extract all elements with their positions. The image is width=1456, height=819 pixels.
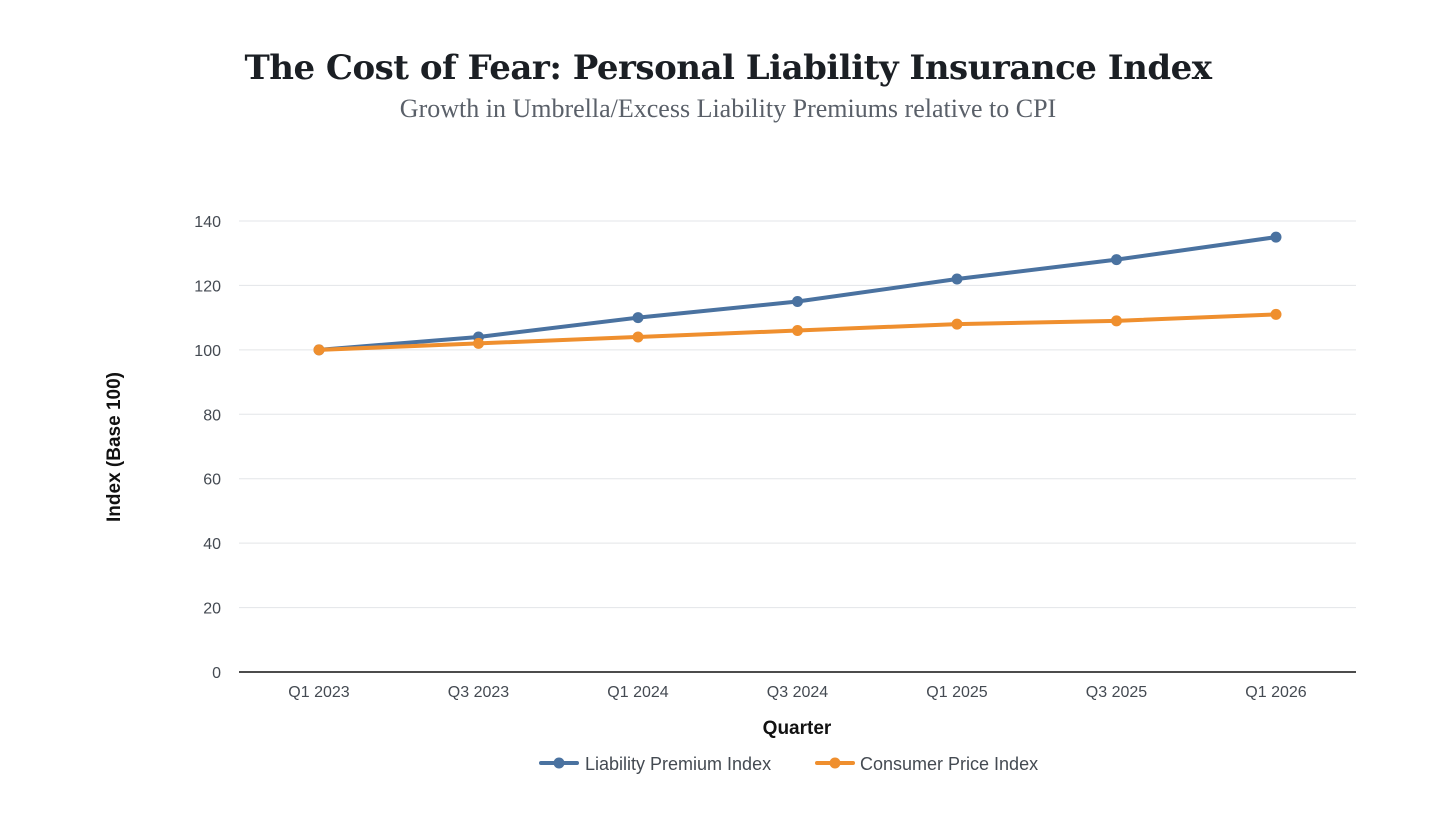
- legend-swatch-marker: [553, 757, 565, 769]
- x-tick-label: Q3 2025: [1086, 684, 1147, 701]
- y-tick-label: 120: [194, 278, 221, 295]
- legend-item: Liability Premium Index: [539, 754, 771, 774]
- legend-label: Liability Premium Index: [585, 754, 771, 774]
- legend-swatch-marker: [829, 757, 841, 769]
- data-point: [1270, 308, 1282, 320]
- y-axis-label: Index (Base 100): [104, 372, 125, 522]
- data-point: [473, 337, 484, 349]
- data-point: [632, 331, 644, 343]
- chart-subtitle: Growth in Umbrella/Excess Liability Prem…: [399, 94, 1057, 123]
- data-point: [632, 312, 644, 324]
- y-tick-label: 20: [203, 601, 221, 618]
- y-tick-label: 60: [203, 472, 221, 489]
- legend: Liability Premium Index Consumer Price In…: [539, 754, 1038, 774]
- x-axis-ticks: Q1 2023 Q3 2023 Q1 2024 Q3 2024 Q1 2025 Q3 20…: [288, 684, 1306, 701]
- series: [313, 231, 1282, 356]
- y-tick-label: 40: [203, 536, 221, 553]
- x-tick-label: Q1 2024: [607, 684, 668, 701]
- x-tick-label: Q1 2023: [288, 684, 349, 701]
- data-point: [1111, 254, 1122, 266]
- x-tick-label: Q3 2024: [767, 684, 828, 701]
- y-axis-ticks: 0 20 40 60 80 100 120 140: [194, 214, 221, 682]
- series-liability-premium-index: [313, 231, 1282, 356]
- x-tick-label: Q3 2023: [448, 684, 509, 701]
- data-point: [951, 273, 963, 285]
- legend-item: Consumer Price Index: [815, 754, 1038, 774]
- data-point: [792, 325, 803, 337]
- gridlines: [239, 220, 1356, 609]
- data-point: [792, 296, 803, 308]
- y-tick-label: 140: [194, 214, 221, 231]
- y-tick-label: 80: [203, 407, 221, 424]
- legend-label: Consumer Price Index: [860, 754, 1038, 774]
- data-point: [1270, 231, 1282, 243]
- data-point: [951, 318, 963, 330]
- y-tick-label: 100: [194, 343, 221, 360]
- x-axis-label: Quarter: [763, 718, 832, 739]
- chart-title: The Cost of Fear: Personal Liability Ins…: [244, 48, 1212, 88]
- x-tick-label: Q1 2025: [926, 684, 987, 701]
- y-tick-label: 0: [212, 665, 221, 682]
- data-point: [1111, 315, 1122, 327]
- series-consumer-price-index: [313, 308, 1282, 356]
- data-point: [313, 344, 325, 356]
- x-tick-label: Q1 2026: [1245, 684, 1306, 701]
